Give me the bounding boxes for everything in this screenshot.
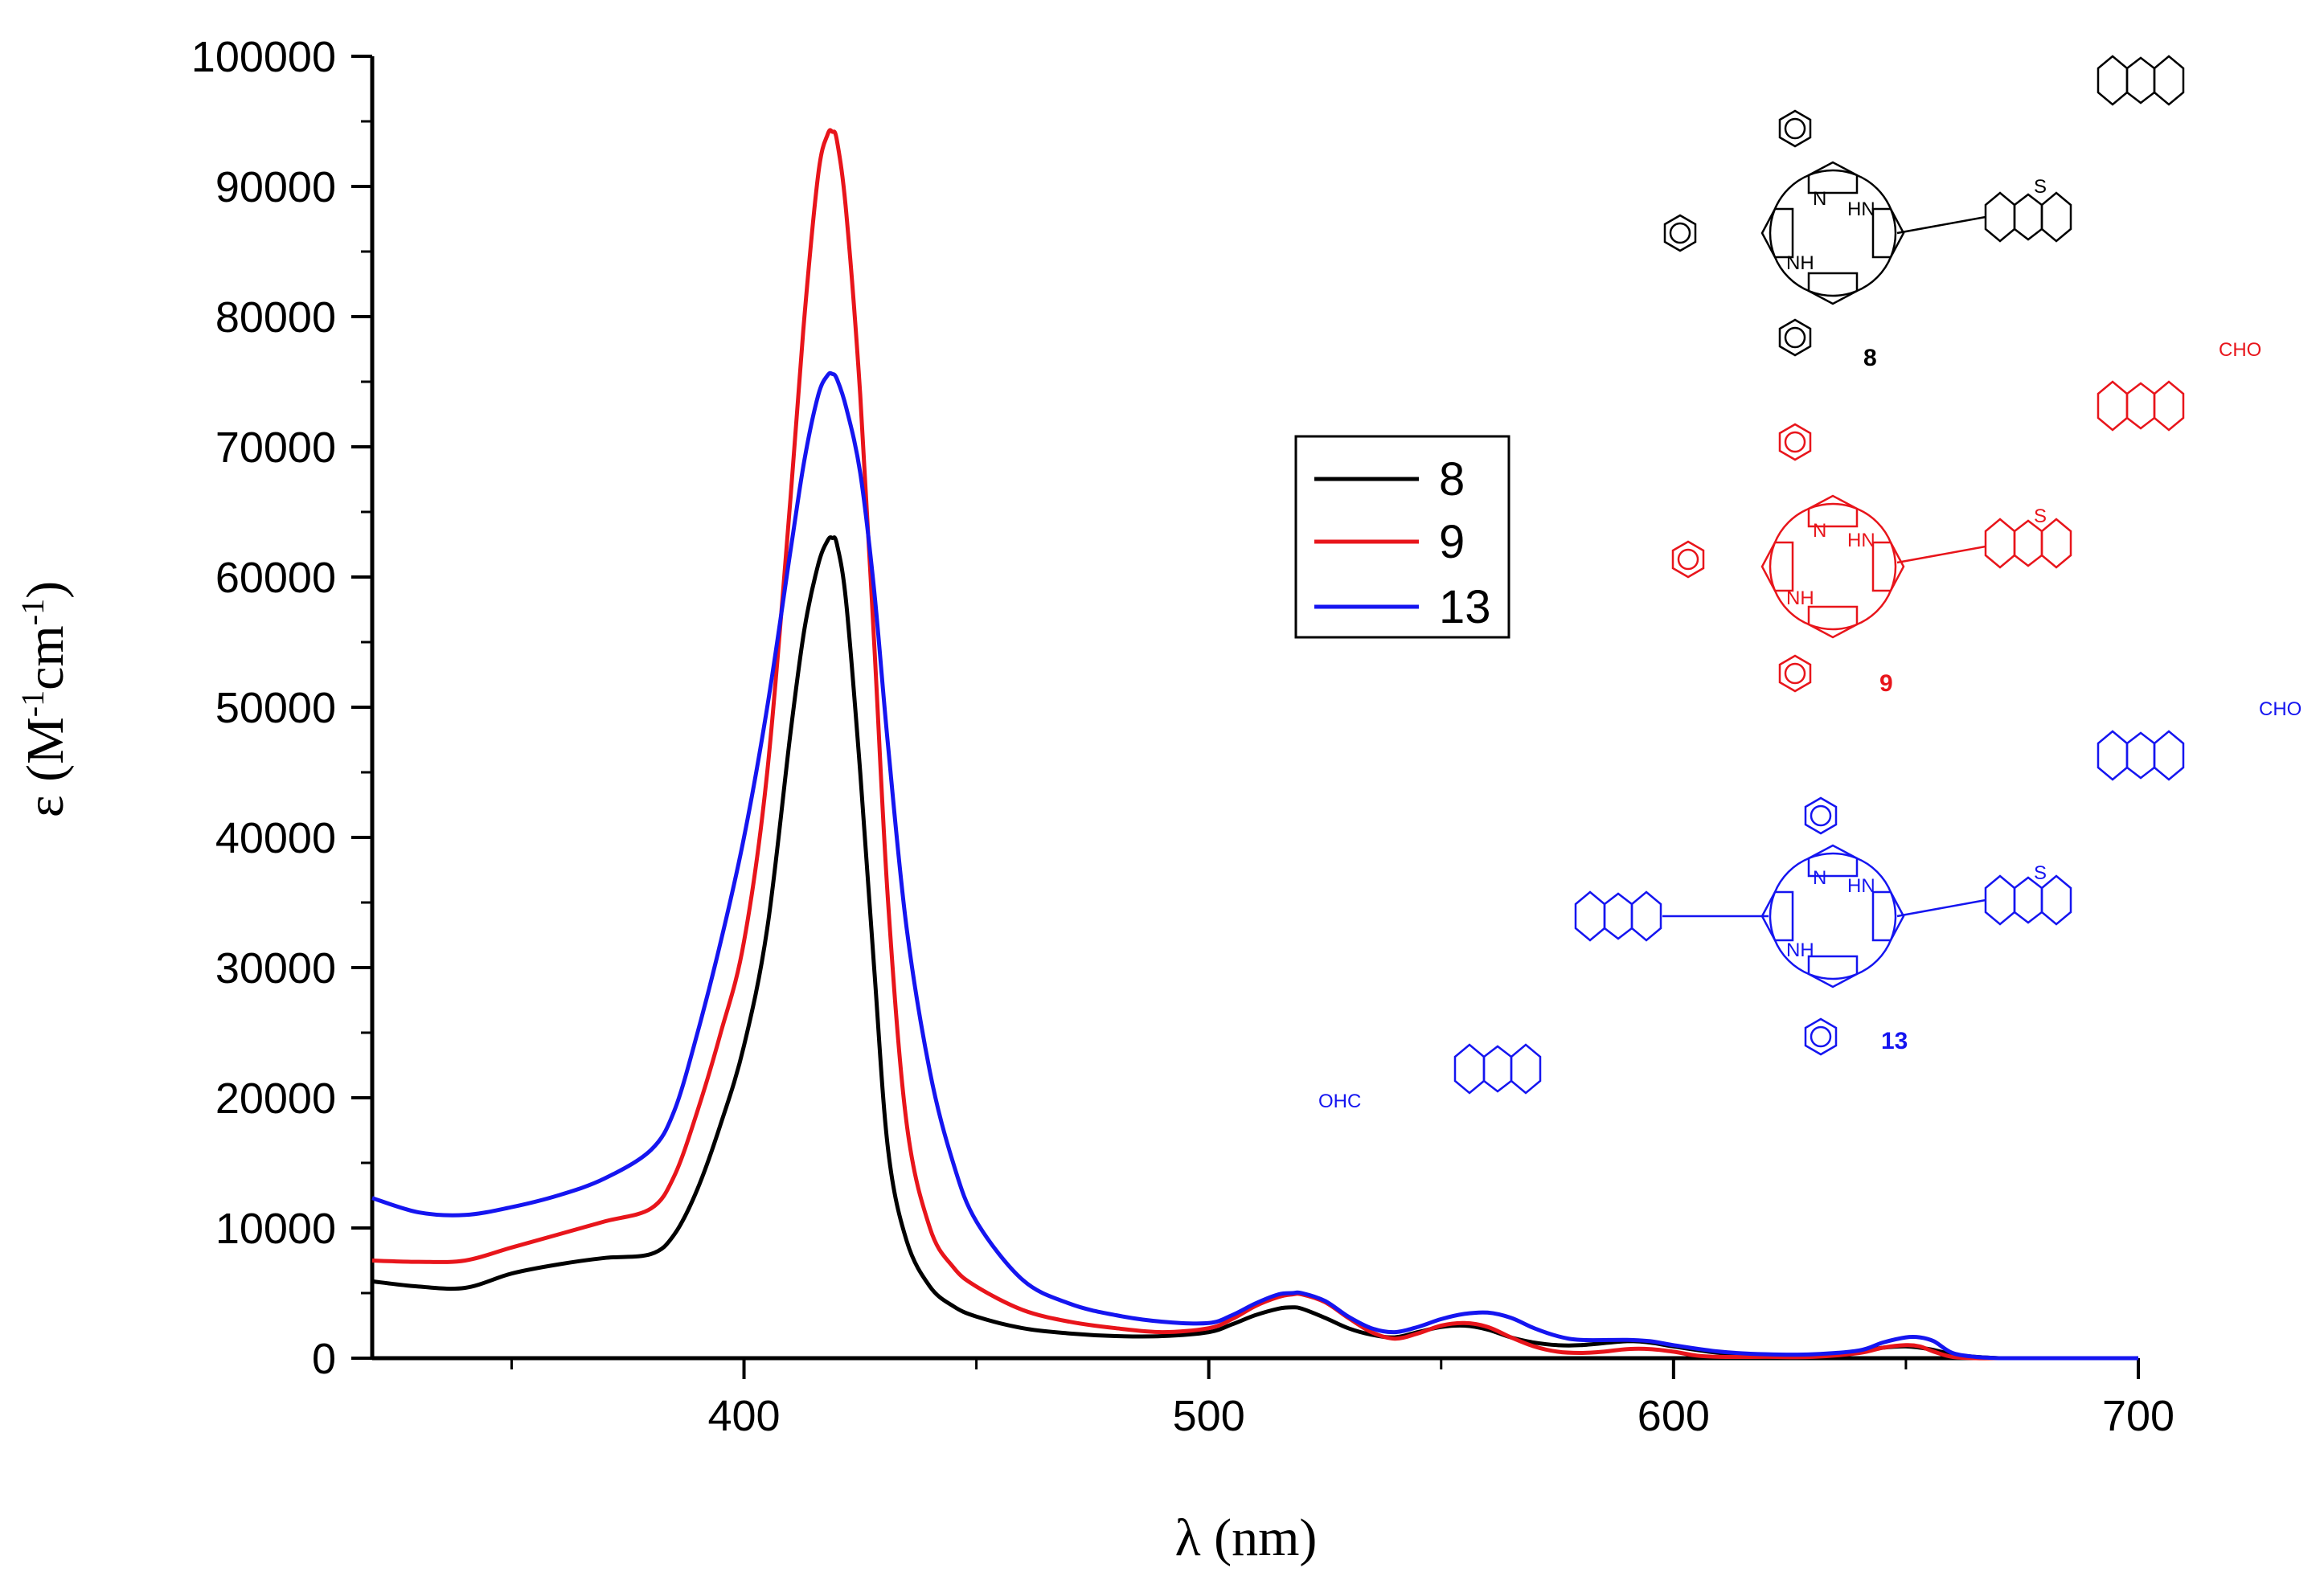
atom-s-13: S xyxy=(2034,862,2047,884)
bond-8 xyxy=(1896,215,1986,235)
atom-hn-13: HN xyxy=(1847,875,1875,897)
x-tick-label-400: 400 xyxy=(707,1392,780,1440)
atom-hn-8: HN xyxy=(1847,199,1875,220)
series-line-13 xyxy=(371,370,2138,1361)
legend-label-13: 13 xyxy=(1439,581,1491,633)
y-axis-title-sup1: -1 xyxy=(14,690,51,717)
structure-9: N HN NH S CHO 9 xyxy=(1671,339,2261,697)
bond-13-right xyxy=(1896,898,1986,918)
label-9: 9 xyxy=(1879,670,1893,697)
atom-n-9: N xyxy=(1813,520,1826,542)
bond-9 xyxy=(1896,545,1986,564)
legend-box xyxy=(1294,435,1510,639)
y-tick-label-70000: 70000 xyxy=(215,424,336,472)
label-8: 8 xyxy=(1863,345,1877,371)
atom-s-8: S xyxy=(2034,176,2047,198)
legend: 8 9 13 xyxy=(1294,435,1510,639)
y-tick-label-0: 0 xyxy=(312,1335,336,1383)
atom-n-8: N xyxy=(1813,188,1826,210)
atom-nh-9: NH xyxy=(1786,587,1814,609)
legend-label-9: 9 xyxy=(1439,516,1465,568)
y-tick-label-20000: 20000 xyxy=(215,1074,336,1123)
x-ticks: 400 500 600 700 xyxy=(510,1358,2174,1440)
y-tick-label-80000: 80000 xyxy=(215,293,336,342)
y-tick-label-10000: 10000 xyxy=(215,1205,336,1253)
y-tick-label-60000: 60000 xyxy=(215,554,336,602)
y-ticks: 0 10000 20000 30000 40000 50000 60000 70000 8000… xyxy=(191,33,372,1383)
x-axis-title: λ (nm) xyxy=(1175,1508,1318,1567)
y-tick-label-90000: 90000 xyxy=(215,163,336,211)
structure-8: N HN NH S 8 xyxy=(1663,55,2185,371)
label-13: 13 xyxy=(1881,1028,1908,1054)
atom-n-13: N xyxy=(1813,867,1826,889)
substituent-13: CHO xyxy=(2259,698,2301,720)
atom-hn-9: HN xyxy=(1847,530,1875,551)
atom-nh-8: NH xyxy=(1786,252,1814,274)
x-tick-label-500: 500 xyxy=(1173,1392,1245,1440)
x-tick-label-600: 600 xyxy=(1637,1392,1710,1440)
substituent-left-13: OHC xyxy=(1318,1091,1361,1112)
y-tick-label-100000: 100000 xyxy=(191,33,336,81)
y-tick-label-30000: 30000 xyxy=(215,944,336,993)
y-tick-label-40000: 40000 xyxy=(215,814,336,862)
x-tick-label-700: 700 xyxy=(2102,1392,2174,1440)
legend-label-8: 8 xyxy=(1439,453,1465,505)
y-axis-title-main: ε (M xyxy=(16,717,75,817)
y-axis-title-mid: cm xyxy=(16,625,75,690)
substituent-9: CHO xyxy=(2219,339,2261,361)
y-axis-title-end: ) xyxy=(16,581,75,599)
y-axis-title: ε (M-1cm-1) xyxy=(14,581,75,817)
series-line-9 xyxy=(371,128,2138,1361)
y-tick-label-50000: 50000 xyxy=(215,684,336,732)
series-group xyxy=(371,128,2138,1361)
atom-nh-13: NH xyxy=(1786,939,1814,961)
structure-13: N HN NH S CHO OHC 13 xyxy=(1318,698,2301,1112)
y-axis-title-sup2: -1 xyxy=(14,599,51,625)
atom-s-9: S xyxy=(2034,505,2047,527)
